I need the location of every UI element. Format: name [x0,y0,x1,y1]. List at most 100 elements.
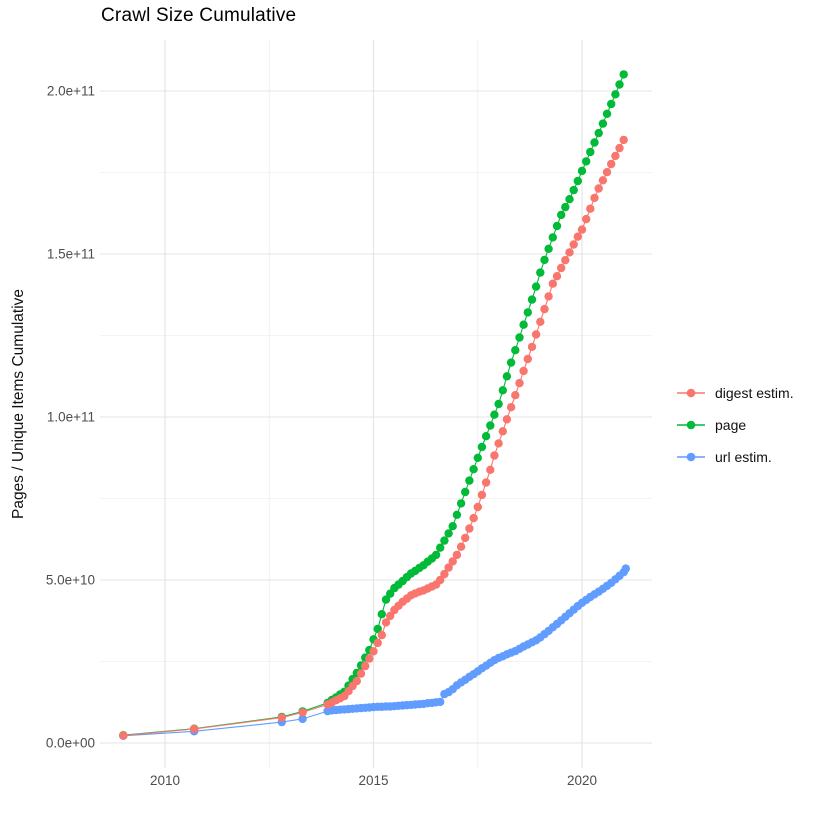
data-point-page [598,119,608,128]
data-point-page [494,399,503,409]
y-tick-label: 1.0e+11 [47,410,95,425]
data-point-page [519,320,528,329]
legend-label: digest estim. [715,385,794,401]
data-point-page [611,90,620,99]
data-point-digest-estim [381,618,391,627]
data-point-page [552,221,562,231]
data-point-page [548,233,557,242]
data-point-page [561,202,570,212]
data-point-digest-estim [573,232,582,241]
data-point-digest-estim [473,502,482,512]
data-point-digest-estim [352,676,361,686]
x-tick-label: 2010 [150,773,180,788]
data-point-page [582,157,591,166]
data-point-digest-estim [565,248,574,257]
x-tick-label: 2015 [358,773,388,788]
data-point-page [473,453,482,462]
data-point-digest-estim [557,263,566,273]
data-point-digest-estim [536,317,545,326]
data-point-page [577,166,587,176]
data-point-page [477,442,487,452]
data-point-page [615,80,624,89]
data-point-page [461,487,470,497]
data-point-digest-estim [373,638,382,648]
legend: digest estim. page url estim. [676,377,794,473]
data-point-digest-estim [365,654,374,663]
data-point-page [452,510,462,519]
data-point-page [498,386,507,395]
data-point-digest-estim [456,542,466,551]
data-point-digest-estim [298,708,307,717]
legend-item-url-estim: url estim. [676,441,794,473]
data-point-digest-estim [611,151,620,161]
data-point-digest-estim [361,661,370,671]
legend-key-icon [677,420,705,430]
data-point-digest-estim [481,478,491,487]
data-point-page [381,595,391,604]
series-line-page [123,74,625,736]
data-point-digest-estim [386,611,395,621]
legend-label: url estim. [715,449,772,465]
data-point-page [531,282,541,291]
data-point-page [431,550,441,560]
data-point-page [469,465,478,474]
data-point-digest-estim [544,292,553,301]
data-point-page [436,543,445,552]
data-point-digest-estim [540,304,549,314]
data-point-page [502,372,512,381]
data-point-digest-estim [519,366,528,376]
data-point-digest-estim [469,513,478,523]
data-point-page [602,109,612,119]
chart-title: Crawl Size Cumulative [101,5,297,26]
data-point-page [515,333,524,342]
data-point-digest-estim [502,415,512,424]
data-point-digest-estim [119,731,128,740]
data-point-digest-estim [594,184,603,193]
data-point-digest-estim [598,176,608,185]
legend-item-page: page [676,409,794,441]
data-point-digest-estim [498,427,507,436]
data-point-page [506,358,516,367]
data-point-digest-estim [561,256,570,265]
legend-key-icon [677,388,705,398]
data-point-page [607,99,616,109]
data-point-url-estim [298,714,307,724]
data-point-digest-estim [619,135,628,145]
data-point-page [440,536,449,545]
data-point-digest-estim [527,342,537,352]
data-point-page [527,295,537,304]
data-point-page [486,421,495,430]
data-point-page [590,138,599,147]
y-tick-label: 0.0e+00 [46,736,95,751]
data-point-digest-estim [486,465,495,474]
data-point-digest-estim [602,168,612,177]
data-point-digest-estim [569,240,578,249]
data-point-digest-estim [277,713,286,722]
data-point-digest-estim [615,143,624,153]
data-point-page [448,522,457,531]
data-point-digest-estim [452,550,462,560]
data-point-digest-estim [582,214,591,224]
data-point-digest-estim [515,378,524,388]
data-point-page [465,476,474,485]
data-point-digest-estim [494,439,503,448]
legend-label: page [715,417,747,433]
data-point-page [536,268,545,277]
data-point-digest-estim [436,575,445,585]
data-point-digest-estim [577,225,587,234]
data-point-digest-estim [586,204,595,213]
y-tick-label: 1.5e+11 [47,247,95,262]
data-point-digest-estim [590,193,599,203]
data-point-digest-estim [506,403,516,412]
data-point-page [523,308,532,317]
y-tick-label: 2.0e+11 [47,84,95,99]
data-point-page [619,70,628,79]
data-point-digest-estim [444,563,453,572]
legend-key-icon [677,452,705,462]
data-point-page [456,499,466,508]
data-point-digest-estim [369,647,378,656]
data-point-digest-estim [523,354,532,364]
data-point-page [481,432,491,441]
